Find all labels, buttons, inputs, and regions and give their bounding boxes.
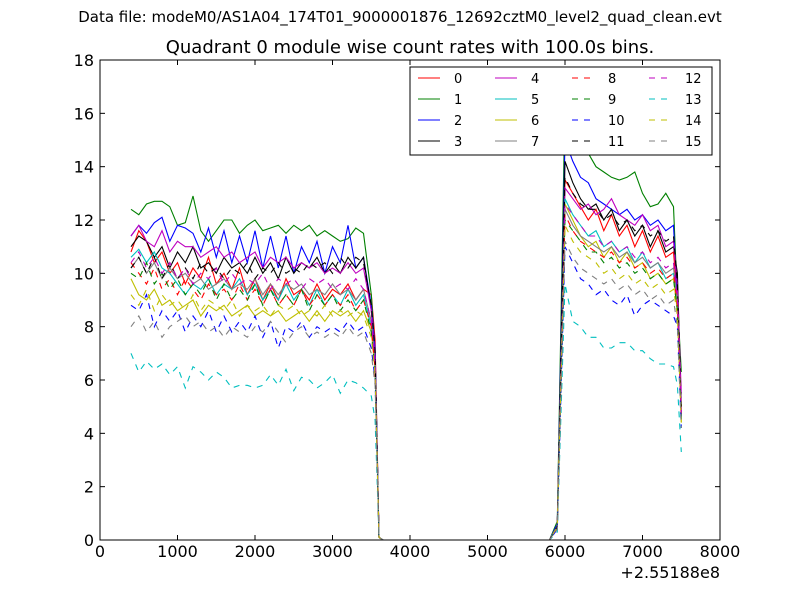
y-tick-label: 6 (84, 371, 94, 390)
series-line-4 (130, 186, 682, 540)
x-offset-label: +2.55188e8 (620, 563, 720, 582)
series-line-6 (130, 203, 682, 540)
legend-label-8: 8 (608, 72, 616, 87)
legend-box (409, 66, 713, 156)
legend-label-1: 1 (454, 93, 462, 108)
series-line-8 (130, 214, 682, 540)
y-tick-label: 0 (84, 531, 94, 550)
series-layer (130, 99, 682, 540)
legend-label-3: 3 (454, 135, 462, 150)
legend-label-7: 7 (531, 135, 539, 150)
axes-layer: 0 1000 2000 3000 4000 5000 6000 7000 80000246810… (74, 51, 741, 561)
series-line-11 (130, 177, 682, 540)
legend-label-13: 13 (685, 93, 702, 108)
legend-label-0: 0 (454, 72, 462, 87)
y-tick-label: 2 (84, 478, 94, 497)
y-tick-label: 10 (74, 264, 94, 283)
chart-title: Quadrant 0 module wise count rates with … (165, 37, 655, 58)
y-tick-label: 4 (84, 424, 94, 443)
x-tick-label: 8000 (700, 542, 741, 561)
series-line-7 (130, 209, 682, 540)
series-line-14 (130, 225, 682, 540)
legend-label-12: 12 (685, 72, 702, 87)
series-line-0 (130, 178, 682, 540)
x-tick-label: 0 (95, 542, 105, 561)
x-tick-label: 6000 (545, 542, 586, 561)
x-tick-label: 7000 (622, 542, 663, 561)
legend-label-10: 10 (608, 114, 625, 129)
series-line-9 (130, 218, 682, 540)
legend-label-14: 14 (685, 114, 702, 129)
legend-label-5: 5 (531, 93, 539, 108)
legend-label-4: 4 (531, 72, 539, 87)
series-line-5 (130, 198, 682, 540)
x-tick-label: 3000 (312, 542, 353, 561)
figure-suptitle: Data file: modeM0/AS1A04_174T01_90000018… (78, 8, 722, 26)
x-tick-label: 2000 (235, 542, 276, 561)
series-line-15 (130, 241, 682, 540)
series-line-1 (130, 99, 682, 540)
series-line-2 (130, 139, 682, 540)
legend-label-6: 6 (531, 114, 539, 129)
series-line-10 (130, 246, 682, 540)
y-tick-label: 12 (74, 211, 94, 230)
legend-label-9: 9 (608, 93, 616, 108)
x-tick-label: 1000 (157, 542, 198, 561)
legend-label-11: 11 (608, 135, 625, 150)
legend-label-15: 15 (685, 135, 702, 150)
y-tick-label: 8 (84, 318, 94, 337)
y-tick-label: 18 (74, 51, 94, 70)
y-tick-label: 14 (74, 158, 94, 177)
series-line-12 (130, 202, 682, 540)
y-tick-label: 16 (74, 104, 94, 123)
legend-label-2: 2 (454, 114, 462, 129)
x-tick-label: 5000 (467, 542, 508, 561)
x-tick-label: 4000 (390, 542, 431, 561)
series-line-13 (130, 283, 682, 540)
